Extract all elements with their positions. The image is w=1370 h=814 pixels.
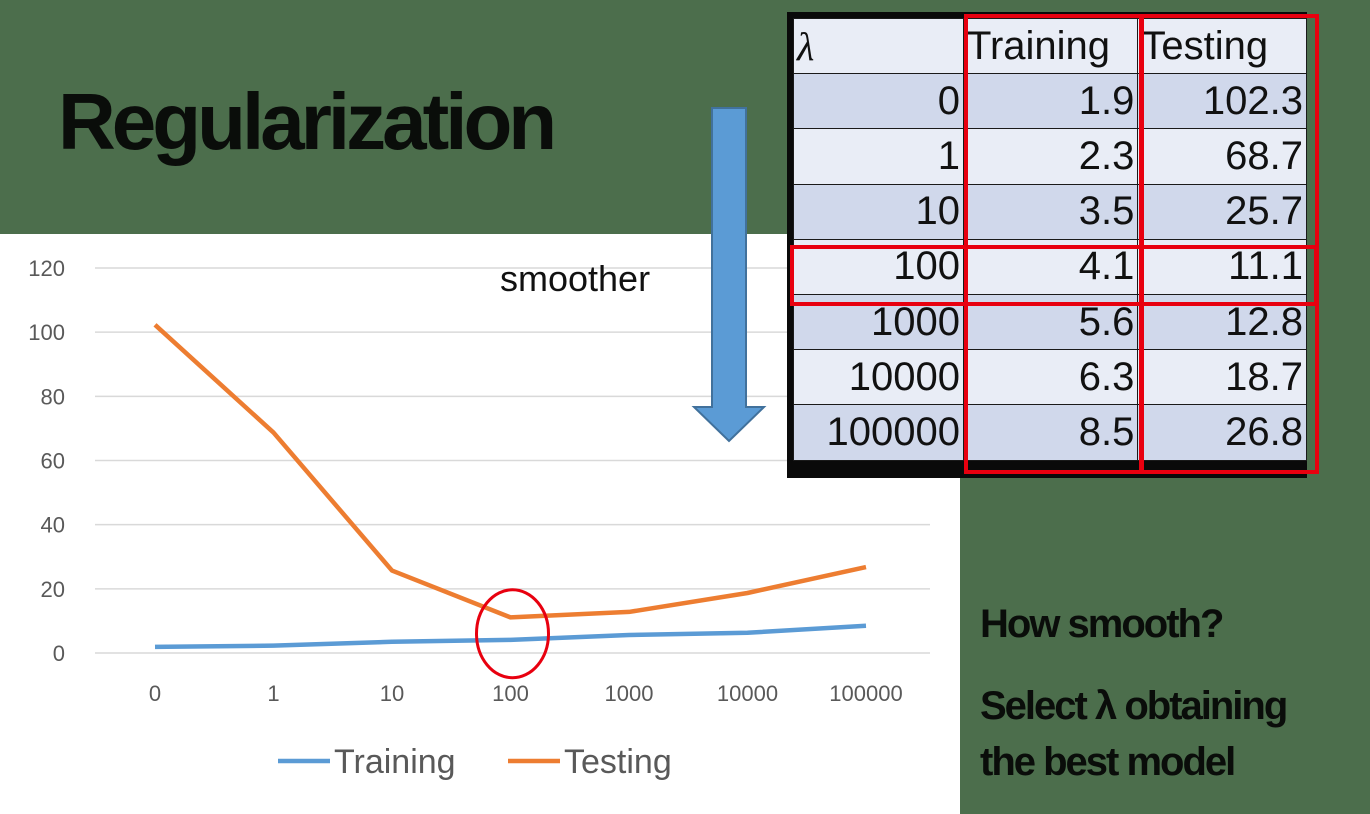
cell-training: 3.5 bbox=[962, 183, 1139, 240]
slide-title: Regularization bbox=[58, 77, 557, 166]
cell-testing: 25.7 bbox=[1137, 183, 1307, 240]
chart-svg: 0 20 40 60 80 100 120 0 1 10 100 1000 10000 100000 Tra… bbox=[28, 256, 930, 781]
table-row: 100 4.1 11.1 bbox=[793, 238, 1307, 295]
table-row: 10 3.5 25.7 bbox=[793, 183, 1307, 240]
cell-lambda: 10000 bbox=[793, 349, 964, 406]
table-header-row: λ Training Testing bbox=[793, 17, 1307, 75]
note-select-lambda: Select λ obtaining bbox=[980, 684, 1288, 728]
x-tick-label: 1000 bbox=[605, 681, 654, 706]
cell-training: 1.9 bbox=[962, 73, 1139, 130]
lambda-table: λ Training Testing 0 1.9 102.3 1 2.3 68.… bbox=[793, 17, 1307, 461]
note-how-smooth: How smooth? bbox=[980, 602, 1224, 646]
cell-testing: 12.8 bbox=[1137, 293, 1307, 351]
y-tick-label: 0 bbox=[53, 641, 65, 666]
smoother-label: smoother bbox=[500, 258, 651, 299]
y-tick-label: 40 bbox=[41, 513, 65, 538]
table-row: 10000 6.3 18.7 bbox=[793, 349, 1307, 406]
cell-testing: 26.8 bbox=[1137, 404, 1307, 461]
down-arrow-icon bbox=[691, 107, 767, 443]
cell-training: 2.3 bbox=[962, 128, 1139, 185]
cell-testing: 11.1 bbox=[1137, 238, 1307, 295]
y-tick-label: 20 bbox=[41, 577, 65, 602]
x-tick-label: 100000 bbox=[829, 681, 902, 706]
x-tick-label: 10 bbox=[380, 681, 404, 706]
y-tick-label: 80 bbox=[41, 384, 65, 409]
cell-lambda: 1000 bbox=[793, 293, 964, 351]
cell-lambda: 10 bbox=[793, 183, 964, 240]
lambda-table-panel: λ Training Testing 0 1.9 102.3 1 2.3 68.… bbox=[787, 12, 1307, 478]
x-tick-label: 10000 bbox=[717, 681, 778, 706]
table-row: 1 2.3 68.7 bbox=[793, 128, 1307, 185]
cell-training: 8.5 bbox=[962, 404, 1139, 461]
y-tick-label: 60 bbox=[41, 449, 65, 474]
cell-training: 5.6 bbox=[962, 293, 1139, 351]
cell-lambda: 100000 bbox=[793, 404, 964, 461]
cell-lambda: 1 bbox=[793, 128, 964, 185]
cell-testing: 18.7 bbox=[1137, 349, 1307, 406]
table-row: 0 1.9 102.3 bbox=[793, 73, 1307, 130]
series-line-training bbox=[154, 623, 867, 650]
cell-training: 6.3 bbox=[962, 349, 1139, 406]
header-lambda: λ bbox=[793, 17, 964, 75]
header-testing: Testing bbox=[1137, 17, 1307, 75]
y-tick-label: 100 bbox=[28, 320, 65, 345]
cell-testing: 102.3 bbox=[1137, 73, 1307, 130]
cell-training: 4.1 bbox=[962, 238, 1139, 295]
y-tick-label: 120 bbox=[28, 256, 65, 281]
x-tick-label: 100 bbox=[492, 681, 529, 706]
cell-lambda: 0 bbox=[793, 73, 964, 130]
cell-testing: 68.7 bbox=[1137, 128, 1307, 185]
cell-lambda: 100 bbox=[793, 238, 964, 295]
legend-label-testing: Testing bbox=[564, 743, 672, 781]
min-test-error-circle bbox=[475, 588, 550, 680]
series-line-testing bbox=[153, 323, 867, 620]
x-tick-label: 1 bbox=[267, 681, 279, 706]
header-training: Training bbox=[962, 17, 1139, 75]
x-tick-label: 0 bbox=[149, 681, 161, 706]
legend-label-training: Training bbox=[334, 743, 456, 781]
table-row: 1000 5.6 12.8 bbox=[793, 293, 1307, 351]
note-best-model: the best model bbox=[980, 740, 1236, 784]
table-row: 100000 8.5 26.8 bbox=[793, 404, 1307, 461]
